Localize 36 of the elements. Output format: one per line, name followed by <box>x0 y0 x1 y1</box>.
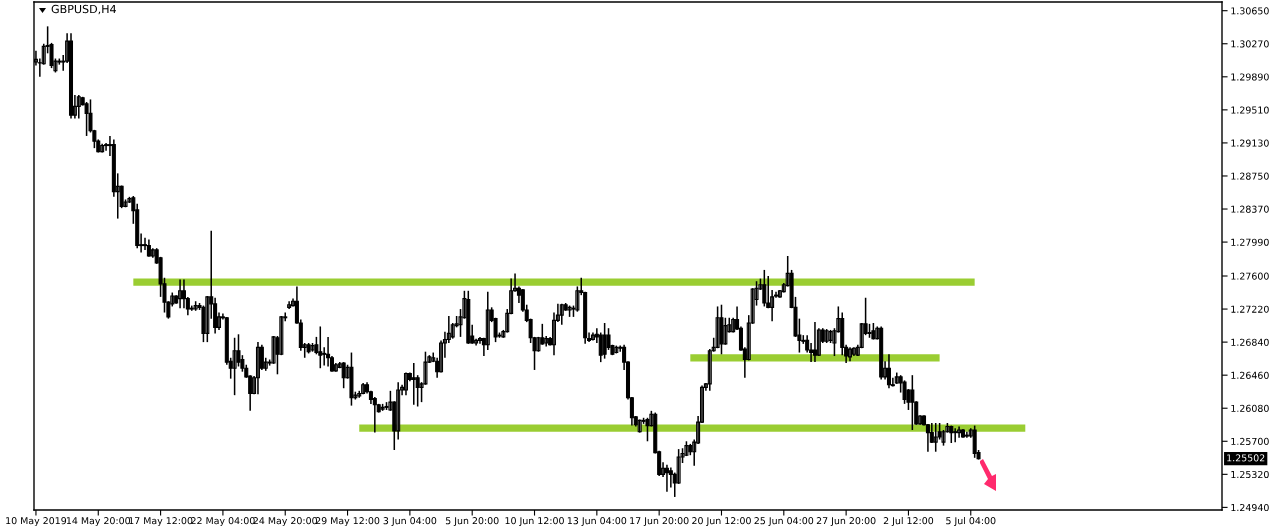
x-tick-label: 20 Jun 12:00 <box>692 517 751 527</box>
x-tick-label: 29 May 12:00 <box>315 517 380 527</box>
y-tick-label: 1.25700 <box>1231 437 1269 445</box>
x-tick-label: 10 May 2019 <box>6 517 67 527</box>
y-tick-label: 1.28370 <box>1231 205 1269 213</box>
x-tick-label: 5 Jun 20:00 <box>445 517 499 527</box>
chart-title: GBPUSD,H4 <box>51 4 117 15</box>
candlestick <box>349 351 354 407</box>
x-tick-label: 3 Jun 04:00 <box>383 517 437 527</box>
x-tick-label: 14 May 20:00 <box>66 517 131 527</box>
y-tick-label: 1.26080 <box>1231 404 1269 412</box>
x-tick-label: 22 May 04:00 <box>191 517 255 527</box>
x-tick-label: 24 May 20:00 <box>253 517 317 527</box>
y-tick-label: 1.29130 <box>1231 139 1269 147</box>
text: 1.25502 <box>1227 454 1265 462</box>
x-tick-label: 17 Jun 20:00 <box>630 517 689 527</box>
x-tick-label: 17 May 12:00 <box>129 517 193 527</box>
y-tick-label: 1.27220 <box>1231 305 1269 313</box>
y-tick-label: 1.26840 <box>1231 338 1269 346</box>
y-tick-label: 1.27990 <box>1231 238 1269 246</box>
y-tick-label: 1.27600 <box>1231 272 1269 280</box>
y-tick-label: 1.28750 <box>1231 172 1269 180</box>
x-tick-label: 27 Jun 20:00 <box>816 517 876 527</box>
x-tick-label: 5 Jul 04:00 <box>946 516 996 527</box>
y-tick-label: 1.24940 <box>1231 503 1269 512</box>
y-tick-label: 1.29510 <box>1231 106 1269 114</box>
x-tick-label: 25 Jun 04:00 <box>754 517 814 527</box>
candlestick <box>84 101 89 137</box>
x-tick-label: 13 Jun 04:00 <box>567 517 627 527</box>
y-tick-label: 1.29890 <box>1231 73 1269 81</box>
y-tick-label: 1.30650 <box>1231 7 1269 15</box>
x-tick-label: 2 Jul 12:00 <box>883 516 934 527</box>
y-tick-label: 1.25320 <box>1231 470 1269 479</box>
y-tick-label: 1.26460 <box>1231 371 1269 379</box>
x-tick-label: 10 Jun 12:00 <box>505 517 564 527</box>
y-tick-label: 1.30270 <box>1231 40 1269 48</box>
